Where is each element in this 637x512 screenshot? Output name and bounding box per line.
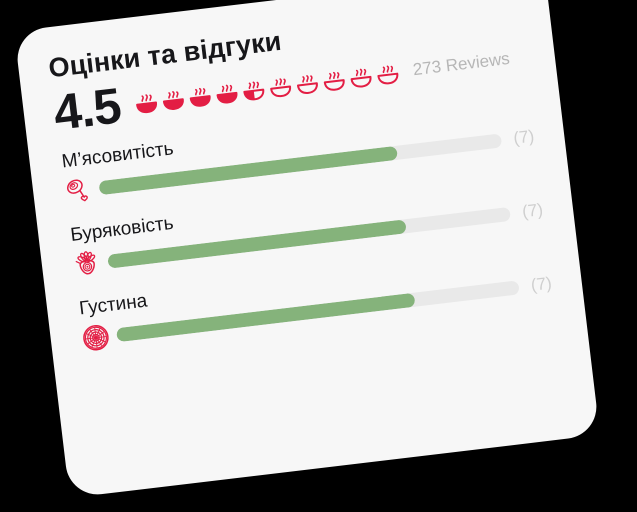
metric-line: (7) [62, 122, 536, 208]
bowl-icon-empty[interactable] [374, 60, 401, 87]
cabbage-icon [79, 321, 112, 354]
bowl-icon-full[interactable] [133, 89, 160, 116]
metric-line: (7) [79, 268, 553, 354]
ratings-and-reviews-card: Оцінки та відгуки 4.5 273 Reviews М’ясов… [14, 0, 600, 498]
bowl-icon-empty[interactable] [320, 66, 347, 93]
score-row: 4.5 273 Reviews [50, 32, 528, 141]
bowl-icon-empty[interactable] [267, 73, 294, 100]
average-score: 4.5 [50, 77, 124, 141]
metric-row: Буряковість (7) [67, 169, 544, 281]
metric-row: Густина (7) [76, 243, 553, 355]
metric-value: (7) [521, 199, 544, 222]
bowl-icon-full[interactable] [159, 86, 186, 113]
metric-row: М’ясовитість (7) [59, 96, 536, 208]
bowl-icon-empty[interactable] [293, 70, 320, 97]
bowl-icon-full[interactable] [186, 82, 213, 109]
metrics-list: М’ясовитість (7) Буряковість (7) Густина (7) [59, 96, 554, 355]
bowl-icon-full[interactable] [213, 79, 240, 106]
metric-value: (7) [529, 273, 553, 295]
bowl-icon-empty[interactable] [347, 63, 374, 90]
beet-icon [70, 248, 103, 281]
metric-line: (7) [70, 195, 544, 281]
bowl-icon-half[interactable] [240, 76, 267, 103]
rating-bowls[interactable] [133, 60, 401, 115]
reviews-count: 273 Reviews [411, 48, 511, 80]
meat-icon [62, 174, 95, 207]
metric-value: (7) [512, 126, 536, 148]
